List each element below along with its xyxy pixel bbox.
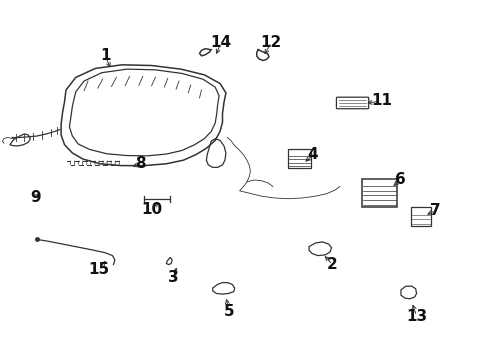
Text: 5: 5	[223, 304, 234, 319]
Text: 15: 15	[88, 262, 109, 277]
Text: 4: 4	[307, 147, 318, 162]
Text: 9: 9	[30, 190, 41, 206]
Text: 11: 11	[370, 93, 391, 108]
Text: 2: 2	[326, 257, 337, 272]
Text: 13: 13	[405, 309, 427, 324]
Text: 7: 7	[429, 203, 440, 218]
Bar	[287, 149, 310, 168]
Text: 1: 1	[100, 48, 110, 63]
Text: 6: 6	[394, 172, 405, 188]
Text: 10: 10	[141, 202, 162, 217]
Text: 8: 8	[135, 156, 146, 171]
Text: 14: 14	[210, 35, 231, 50]
Bar	[361, 179, 396, 207]
Bar	[410, 207, 430, 226]
Text: 3: 3	[168, 270, 179, 285]
Text: 12: 12	[260, 35, 282, 50]
